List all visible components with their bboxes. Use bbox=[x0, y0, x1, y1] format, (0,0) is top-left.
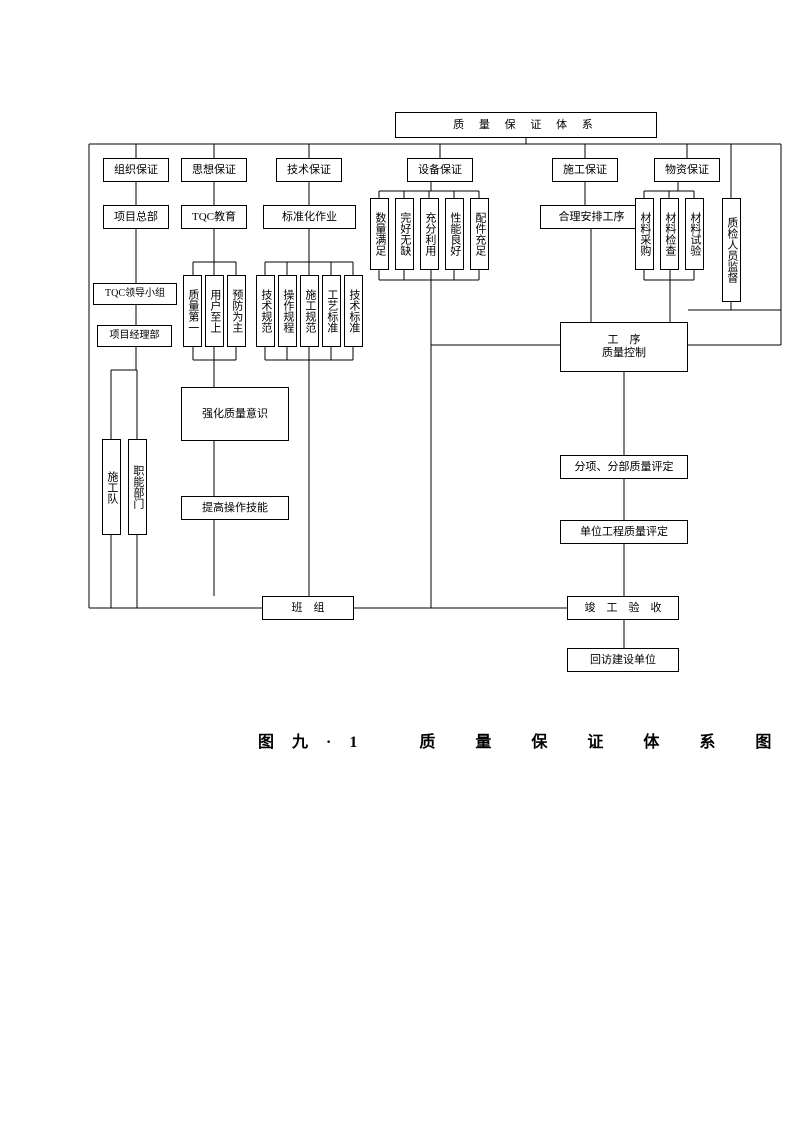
node-e1: 数量满足 bbox=[370, 198, 389, 270]
node-q2: 用户至上 bbox=[205, 275, 224, 347]
node-m2: 材料检查 bbox=[660, 198, 679, 270]
node-s1: 技术规范 bbox=[256, 275, 275, 347]
node-unit: 单位工程质量评定 bbox=[560, 520, 688, 544]
title-box: 质 量 保 证 体 系 bbox=[395, 112, 657, 138]
node-improve: 提高操作技能 bbox=[181, 496, 289, 520]
node-group: 班 组 bbox=[262, 596, 354, 620]
caption-text: 质 量 保 证 体 系 图 bbox=[419, 734, 789, 751]
node-tqc: TQC教育 bbox=[181, 205, 247, 229]
node-std: 标准化作业 bbox=[263, 205, 356, 229]
node-mind: 思想保证 bbox=[181, 158, 247, 182]
node-pm: 项目总部 bbox=[103, 205, 169, 229]
node-s2: 操作规程 bbox=[278, 275, 297, 347]
node-e2: 完好无缺 bbox=[395, 198, 414, 270]
diagram-stage: 质 量 保 证 体 系组织保证思想保证 技术保证 设备保证 施工保证 物资保证项目总部 T… bbox=[0, 0, 793, 1122]
node-proc: 工 序 质量控制 bbox=[560, 322, 688, 372]
node-s3: 施工规范 bbox=[300, 275, 319, 347]
node-m1: 材料采购 bbox=[635, 198, 654, 270]
node-tqcg: TQC领导小组 bbox=[93, 283, 177, 305]
node-sub: 分项、分部质量评定 bbox=[560, 455, 688, 479]
node-team2: 职能部门 bbox=[128, 439, 147, 535]
node-mat: 物资保证 bbox=[654, 158, 720, 182]
node-e5: 配件充足 bbox=[470, 198, 489, 270]
node-s5: 技术标准 bbox=[344, 275, 363, 347]
node-e4: 性能良好 bbox=[445, 198, 464, 270]
node-tech: 技术保证 bbox=[276, 158, 342, 182]
node-pmd: 项目经理部 bbox=[97, 325, 172, 347]
node-accept: 竣 工 验 收 bbox=[567, 596, 679, 620]
node-revisit: 回访建设单位 bbox=[567, 648, 679, 672]
node-q1: 质量第一 bbox=[183, 275, 202, 347]
node-arr: 合理安排工序 bbox=[540, 205, 643, 229]
node-cons: 施工保证 bbox=[552, 158, 618, 182]
node-org: 组织保证 bbox=[103, 158, 169, 182]
node-team1: 施工队 bbox=[102, 439, 121, 535]
node-qc: 质检人员监督 bbox=[722, 198, 741, 302]
caption-prefix: 图九·1 bbox=[258, 734, 375, 751]
node-s4: 工艺标准 bbox=[322, 275, 341, 347]
node-strengthen: 强化质量意识 bbox=[181, 387, 289, 441]
node-m3: 材料试验 bbox=[685, 198, 704, 270]
figure-caption: 图九·1 质 量 保 证 体 系 图 bbox=[258, 728, 789, 752]
node-equip: 设备保证 bbox=[407, 158, 473, 182]
node-e3: 充分利用 bbox=[420, 198, 439, 270]
node-q3: 预防为主 bbox=[227, 275, 246, 347]
